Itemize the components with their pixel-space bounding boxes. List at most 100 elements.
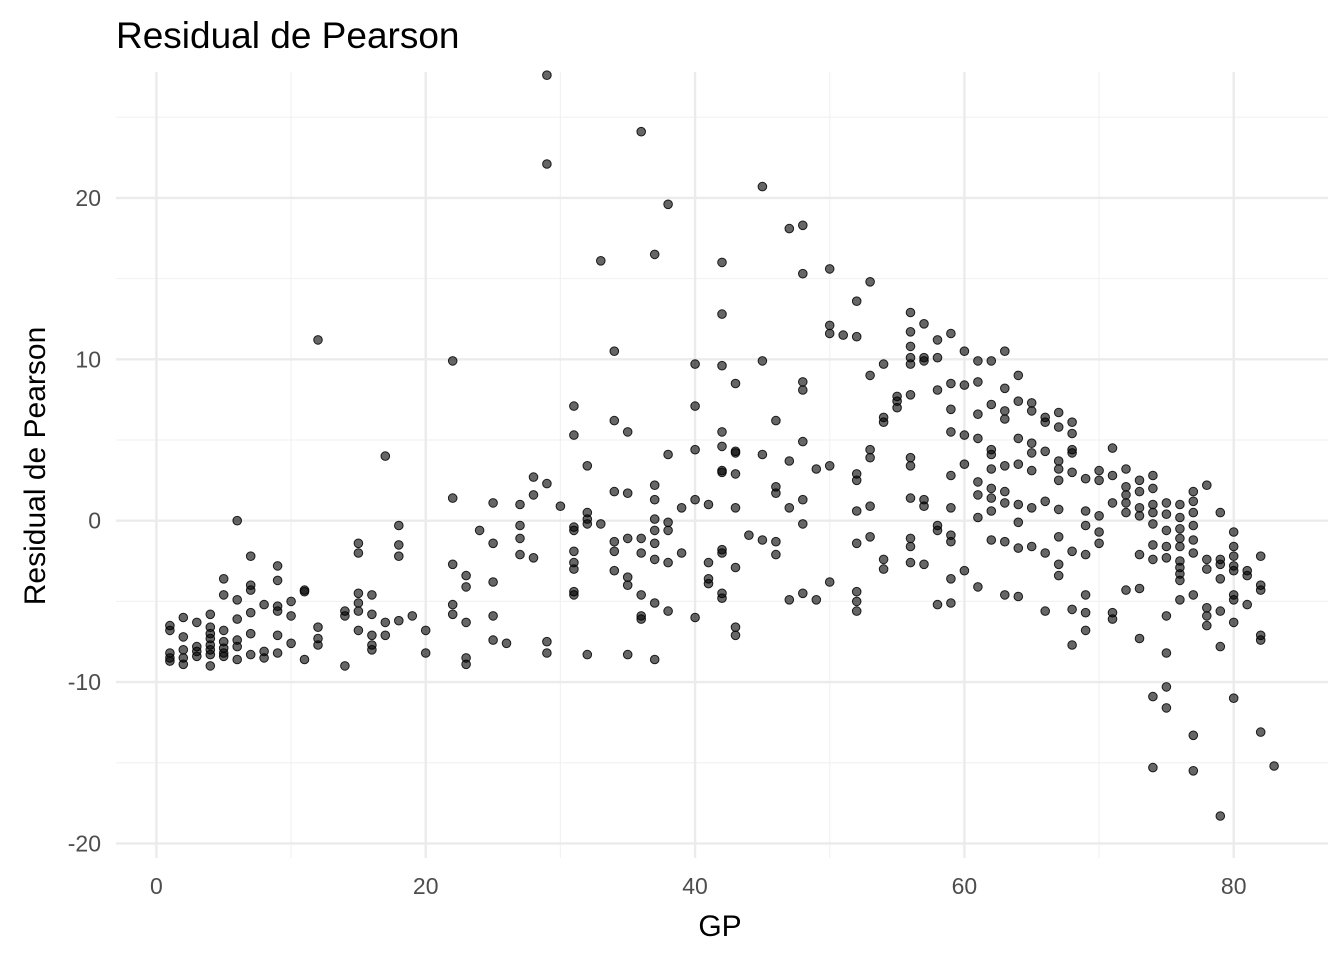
data-point (690, 612, 700, 623)
data-point (959, 346, 970, 357)
x-axis-title: GP (698, 910, 741, 943)
data-point (919, 501, 929, 512)
data-point (717, 360, 727, 371)
data-point (1013, 396, 1024, 407)
x-tick-label: 20 (413, 873, 439, 899)
data-point (380, 630, 391, 641)
data-point (784, 223, 795, 234)
data-point (272, 561, 283, 571)
data-point (515, 499, 525, 510)
data-point (1148, 554, 1158, 565)
data-point (461, 659, 471, 670)
data-point (1188, 730, 1199, 741)
data-point (649, 554, 660, 565)
y-tick-label: -10 (68, 669, 101, 695)
data-point (784, 503, 795, 513)
data-point (973, 477, 983, 487)
data-point (1188, 520, 1199, 531)
data-point (528, 553, 539, 563)
data-point (1067, 467, 1077, 478)
data-point (649, 538, 660, 549)
data-point (205, 649, 216, 660)
data-point (946, 404, 956, 415)
data-point (515, 549, 525, 560)
data-point (986, 464, 997, 474)
data-point (717, 593, 727, 604)
data-point (1161, 611, 1172, 621)
data-point (380, 617, 391, 628)
x-tick-label: 40 (682, 873, 708, 899)
data-point (1000, 498, 1010, 508)
data-point (394, 551, 404, 562)
data-point (932, 335, 943, 345)
data-point (245, 585, 256, 595)
data-point (1013, 591, 1024, 602)
data-point (1026, 503, 1037, 513)
data-point (824, 320, 835, 331)
data-point (569, 564, 579, 574)
data-point (798, 385, 808, 395)
data-point (838, 330, 849, 340)
data-point (811, 464, 822, 474)
data-point (663, 606, 673, 616)
data-point (865, 370, 875, 381)
data-point (245, 551, 256, 562)
data-point (286, 611, 296, 621)
data-point (313, 622, 323, 633)
data-point (1148, 483, 1158, 494)
data-point (1107, 470, 1118, 481)
data-point (1026, 438, 1037, 449)
data-point (905, 541, 916, 552)
data-point (205, 609, 216, 620)
data-point (690, 401, 700, 411)
data-point (717, 548, 727, 558)
data-point (380, 451, 391, 461)
data-point (1161, 498, 1172, 508)
x-tick-label: 0 (150, 873, 163, 899)
data-point (717, 427, 727, 437)
data-point (178, 659, 189, 670)
data-point (622, 488, 633, 499)
data-point (259, 653, 269, 663)
data-point (1161, 648, 1172, 658)
data-point (420, 625, 431, 636)
data-point (1000, 383, 1010, 394)
data-point (1040, 548, 1050, 558)
data-point (1121, 490, 1131, 500)
data-point (609, 415, 620, 426)
data-point (824, 264, 835, 274)
data-point (272, 630, 283, 641)
data-point (1067, 428, 1077, 439)
data-point (1255, 727, 1266, 737)
data-point (569, 430, 579, 440)
data-point (932, 525, 943, 536)
data-point (1175, 524, 1185, 534)
data-point (986, 535, 997, 545)
data-point (730, 622, 741, 633)
data-point (1188, 535, 1199, 545)
data-point (622, 572, 633, 583)
data-point (946, 574, 956, 584)
data-point (663, 517, 673, 528)
data-point (1255, 635, 1266, 645)
data-point (1134, 633, 1145, 644)
data-point (771, 536, 781, 547)
x-axis-ticks: 0 20 40 60 80 (150, 873, 1247, 899)
data-point (851, 586, 862, 597)
data-point (1067, 640, 1077, 650)
data-point (1215, 811, 1226, 821)
data-point (636, 614, 647, 624)
data-point (717, 441, 727, 452)
data-point (1053, 504, 1064, 515)
data-point (1134, 583, 1145, 594)
data-point (771, 549, 781, 560)
data-point (1121, 507, 1131, 518)
data-point (1202, 603, 1212, 613)
data-point (1228, 693, 1239, 704)
data-point (878, 564, 889, 574)
data-point (218, 574, 229, 584)
data-point (771, 488, 781, 499)
data-point (1053, 475, 1064, 486)
data-point (1080, 590, 1091, 600)
data-point (1053, 422, 1064, 432)
